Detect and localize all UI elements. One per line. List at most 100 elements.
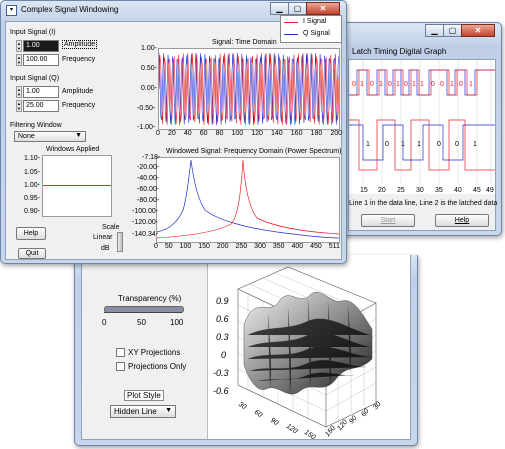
surface-client: Transparency (%) 0 50 100 XY Projections… — [81, 255, 411, 440]
frequency-i-spinner[interactable]: ▲ ▼ — [16, 54, 22, 66]
z-tick: 0.9 — [216, 296, 229, 306]
latch-xtick: 25 — [397, 187, 405, 194]
app-icon: ▾ — [6, 5, 17, 16]
frequency-label: Frequency — [62, 56, 96, 63]
window-controls: ▁ ▢ ✕ — [425, 24, 495, 37]
maximize-button[interactable]: ▢ — [443, 24, 462, 37]
x-axis-tick: 60 — [253, 409, 263, 419]
surface-plot-divider — [207, 255, 208, 439]
bit-label: 1 — [450, 81, 454, 88]
xy-projections-checkbox[interactable] — [116, 348, 125, 357]
bit-label: 1 — [360, 81, 364, 88]
start-button[interactable]: Start — [361, 214, 415, 227]
surface-window: Transparency (%) 0 50 100 XY Projections… — [74, 255, 418, 446]
bit-label-2: 0 — [455, 141, 459, 148]
freq-ytick: -100.00- — [132, 208, 159, 215]
freq-domain-graph — [156, 157, 340, 243]
filter-dropdown[interactable]: None ▼ — [14, 131, 86, 142]
latch-xtick: 49 — [486, 187, 494, 194]
slider-tick-100: 100 — [170, 318, 184, 327]
projections-only-checkbox[interactable] — [116, 362, 125, 371]
bit-label-2: 1 — [401, 141, 405, 148]
freq-ytick: -20.00- — [137, 164, 160, 171]
time-xticks: 0 20 40 60 80 100 120 140 160 180 200 — [156, 130, 342, 137]
legend-i-swatch — [284, 22, 298, 23]
csw-window: ▾ Complex Signal Windowing ▁ ▢ ✕ Input S… — [0, 0, 347, 264]
amplitude-i-spinner[interactable]: ▲ ▼ — [16, 40, 22, 52]
transparency-label: Transparency (%) — [118, 294, 182, 303]
freq-ytick: -7.18- — [142, 154, 161, 161]
xy-projections-label: XY Projections — [128, 348, 181, 357]
minimize-button[interactable]: ▁ — [270, 2, 289, 15]
latch-xtick: 35 — [435, 187, 443, 194]
frequency-q-field[interactable]: 25.00 — [23, 100, 59, 112]
wa-ytick: 1.00- — [24, 182, 40, 189]
time-ytick: 1.00- — [141, 45, 157, 52]
legend-q-label: Q Signal — [303, 30, 330, 37]
transparency-slider-ticks — [104, 312, 182, 317]
bit-label-2: 1 — [417, 141, 421, 148]
freq-ytick: -120.00- — [132, 219, 159, 226]
bit-label: 1 — [420, 81, 424, 88]
close-button[interactable]: ✕ — [306, 2, 340, 15]
z-tick: 0.6 — [216, 314, 229, 324]
x-axis-tick: 90 — [269, 417, 279, 427]
frequency-i-field[interactable]: 100.00 — [23, 54, 59, 66]
bit-label-2: 1 — [473, 141, 477, 148]
time-ytick: 0.00- — [141, 85, 157, 92]
time-domain-title: Signal: Time Domain — [212, 39, 277, 46]
latch-xtick: 30 — [416, 187, 424, 194]
x-axis-tick: 150 — [303, 429, 317, 439]
bit-label: 0 — [431, 81, 435, 88]
wa-ytick: 1.05- — [24, 169, 40, 176]
close-button[interactable]: ✕ — [461, 24, 495, 37]
amplitude-q-spinner[interactable]: ▲ ▼ — [16, 86, 22, 98]
bit-label-2: 0 — [437, 141, 441, 148]
windows-applied-graph — [42, 155, 112, 217]
z-tick: -0.3 — [213, 368, 229, 378]
y-axis-tick: 90 — [348, 415, 358, 426]
surface-plot: 0.9 0.6 0.3 0 -0.3 -0.6 30 60 90 120 150… — [208, 255, 410, 439]
plot-style-dropdown[interactable]: Hidden Line ▼ — [110, 405, 176, 418]
window-title: Complex Signal Windowing — [21, 5, 119, 14]
z-tick: 0.3 — [216, 332, 229, 342]
scale-db-label: dB — [101, 245, 110, 252]
amplitude-label: Amplitude — [62, 40, 98, 49]
bit-label: 0 — [388, 81, 392, 88]
help-button[interactable]: Help — [435, 214, 489, 227]
window-title: Latch Timing Digital Graph — [352, 47, 447, 56]
windows-applied-line — [43, 185, 111, 186]
bit-label: 0 — [459, 81, 463, 88]
help-button[interactable]: Help — [16, 227, 46, 240]
signal-legend: I Signal Q Signal — [280, 15, 342, 43]
chevron-down-icon: ▼ — [165, 407, 172, 414]
wa-ytick: 1.10- — [24, 155, 40, 162]
window-controls: ▁ ▢ ✕ — [270, 2, 340, 15]
chevron-down-icon: ▼ — [75, 132, 82, 139]
frequency-label: Frequency — [62, 102, 96, 109]
freq-domain-title: Windowed Signal: Frequency Domain (Power… — [166, 148, 342, 155]
maximize-button[interactable]: ▢ — [288, 2, 307, 15]
amplitude-q-field[interactable]: 1.00 — [23, 86, 59, 98]
filter-label: Filtering Window — [10, 122, 62, 129]
frequency-q-spinner[interactable]: ▲ ▼ — [16, 100, 22, 112]
latch-xtick: 15 — [360, 187, 368, 194]
time-domain-graph — [158, 48, 340, 130]
amplitude-i-field[interactable]: 1.00 — [23, 40, 59, 52]
z-tick: 0 — [221, 350, 226, 360]
minimize-button[interactable]: ▁ — [425, 24, 444, 37]
input-i-label: Input Signal (I) — [10, 29, 56, 36]
latch-graph: 0 1 0 1 0 1 0 1 1 0 0 1 0 1 1 0 1 1 0 — [349, 60, 495, 194]
legend-i-label: I Signal — [303, 18, 327, 25]
latch-window: Latch Timing Digital Graph ▁ ▢ ✕ 0 1 0 1… — [320, 22, 502, 236]
bit-label: 1 — [379, 81, 383, 88]
wa-ytick: 0.95- — [24, 195, 40, 202]
scale-toggle[interactable] — [117, 232, 123, 252]
y-axis-tick: 60 — [360, 408, 370, 419]
legend-q-swatch — [284, 34, 298, 35]
freq-ytick: -60.00- — [137, 186, 160, 193]
bit-label: 0 — [404, 81, 408, 88]
quit-button[interactable]: Quit — [18, 248, 46, 259]
plot-style-label: Plot Style — [124, 390, 164, 401]
bit-label: 0 — [440, 81, 444, 88]
